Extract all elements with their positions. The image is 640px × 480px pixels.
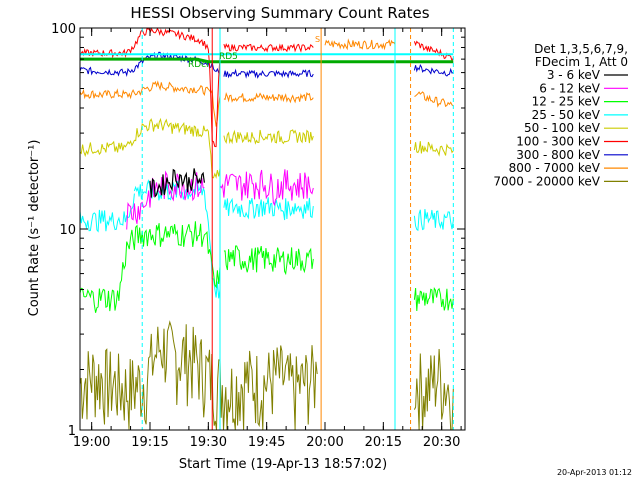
series-6to12kev-segment-1 — [219, 169, 314, 207]
series-7000to20000kev-segment-0 — [79, 320, 318, 431]
legend-label-2: 12 - 25 keV — [532, 95, 601, 109]
series-100to300kev-segment-1 — [223, 43, 314, 53]
x-tick-label: 19:30 — [190, 435, 227, 450]
x-tick-label: 19:15 — [131, 435, 168, 450]
y-tick-label: 10 — [59, 223, 76, 238]
legend-header-line-1: Det 1,3,5,6,7,9, — [534, 42, 628, 56]
series-12to25kev-segment-1 — [223, 245, 314, 276]
series-800to7000kev-segment-1 — [223, 91, 314, 104]
x-tick-label: 20:00 — [306, 435, 343, 450]
y-tick-label: 100 — [51, 22, 76, 37]
series-7000to20000kev-segment-1 — [413, 348, 454, 431]
annotation-rdcr: RDcr — [188, 60, 210, 70]
x-tick-label: 19:00 — [73, 435, 110, 450]
series-50to100kev-segment-0 — [79, 117, 221, 179]
x-axis-label: Start Time (19-Apr-13 18:57:02) — [179, 457, 387, 472]
series-50to100kev-segment-1 — [223, 129, 314, 145]
legend-label-8: 7000 - 20000 keV — [493, 174, 600, 188]
legend-label-5: 100 - 300 keV — [516, 135, 600, 149]
series-300to800kev-segment-1 — [223, 68, 314, 79]
series-800to7000kev-segment-0 — [79, 80, 221, 127]
series-25to50kev-segment-2 — [223, 197, 314, 221]
legend-label-6: 300 - 800 keV — [516, 148, 600, 162]
overlay-line-0 — [80, 57, 454, 64]
legend-header-line-2: FDecim 1, Att 0 — [535, 55, 628, 69]
series-25to50kev-segment-1 — [133, 179, 221, 299]
legend-label-1: 6 - 12 keV — [539, 81, 601, 95]
x-tick-label: 20:15 — [365, 435, 402, 450]
series-layer — [79, 27, 454, 431]
y-tick-label: 1 — [68, 424, 76, 439]
legend-label-0: 3 - 6 keV — [547, 68, 601, 82]
series-800to7000kev-segment-2 — [324, 38, 396, 51]
series-25to50kev-segment-3 — [413, 209, 454, 232]
legend-label-3: 25 - 50 keV — [532, 108, 601, 122]
footer-date: 20-Apr-2013 01:12 — [557, 468, 632, 477]
series-800to7000kev-segment-3 — [414, 91, 454, 108]
legend-label-4: 50 - 100 keV — [524, 121, 601, 135]
series-12to25kev-segment-0 — [79, 221, 221, 313]
x-tick-label: 20:30 — [423, 435, 460, 450]
series-25to50kev-segment-0 — [79, 193, 135, 233]
y-axis-label: Count Rate (s⁻¹ detector⁻¹) — [27, 140, 42, 317]
series-50to100kev-segment-2 — [413, 141, 454, 157]
x-tick-label: 19:45 — [248, 435, 285, 450]
series-3to6kev-segment-0 — [149, 168, 205, 198]
series-300to800kev-segment-2 — [413, 64, 454, 77]
annotation-s: S — [315, 35, 320, 44]
series-6to12kev-segment-0 — [126, 170, 205, 230]
axes: 19:00 19:15 19:30 19:45 20:00 20:15 20:30 1 10 10… — [51, 22, 466, 450]
annotation-rd5: RD5 — [219, 52, 238, 62]
chart-title: HESSI Observing Summary Count Rates — [130, 4, 429, 22]
legend-label-7: 800 - 7000 keV — [509, 161, 601, 175]
series-12to25kev-segment-2 — [413, 287, 454, 312]
